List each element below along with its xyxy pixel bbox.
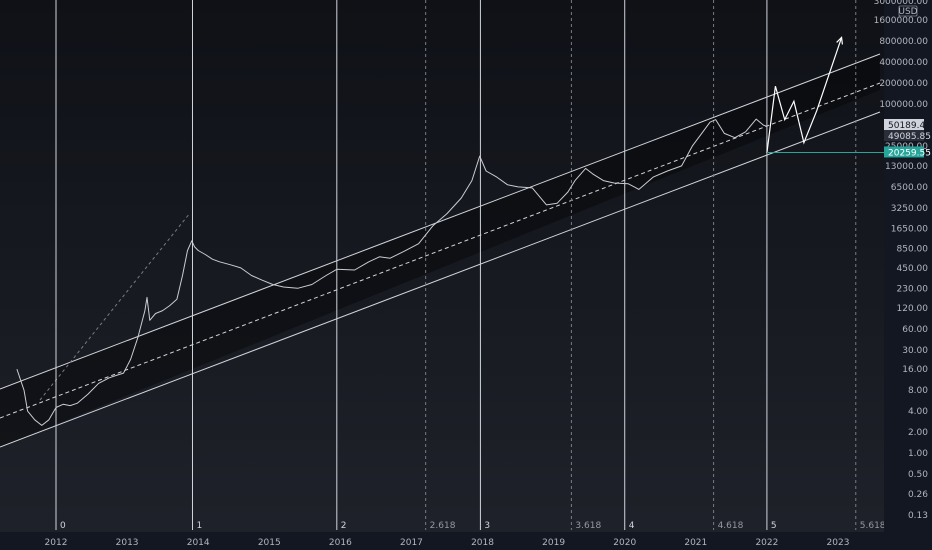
- x-axis-panel[interactable]: [0, 532, 932, 550]
- x-tick-label: 2015: [258, 538, 281, 548]
- y-tick-label: 200000.00: [879, 79, 928, 89]
- y-tick-label: 450.00: [897, 264, 929, 274]
- trend-extension-line[interactable]: [39, 212, 191, 401]
- price-tag[interactable]: [884, 130, 924, 141]
- y-tick-label: 230.00: [897, 284, 929, 294]
- currency-box[interactable]: [898, 5, 918, 17]
- x-tick-label: 2018: [471, 538, 494, 548]
- price-tag[interactable]: [884, 146, 924, 158]
- x-tick-label: 2016: [329, 538, 352, 548]
- y-tick-label: 1600000.00: [874, 16, 929, 26]
- y-tick-label: 850.00: [897, 245, 929, 255]
- y-tick-label: 3250.00: [891, 204, 928, 214]
- x-tick-label: 2022: [755, 538, 778, 548]
- y-tick-label: 13000.00: [885, 162, 928, 172]
- x-tick-label: 2021: [684, 538, 707, 548]
- x-tick-label: 2023: [827, 538, 850, 548]
- y-tick-label: 4.00: [908, 407, 928, 417]
- y-tick-label: 0.50: [908, 470, 928, 480]
- y-tick-label: 8.00: [908, 386, 928, 396]
- x-tick-label: 2017: [400, 538, 423, 548]
- price-tag-label: 50189.44: [888, 121, 931, 131]
- price-tag-label: 20259.55: [888, 148, 931, 158]
- x-tick-label: 2020: [613, 538, 636, 548]
- cycle-label-3: 3: [484, 521, 490, 531]
- cycle-label-2: 2: [341, 521, 347, 531]
- fib-label-3.618: 3.618: [575, 521, 601, 531]
- y-tick-label: 0.26: [908, 490, 928, 500]
- channel-upper-line[interactable]: [0, 53, 881, 390]
- y-tick-label: 800000.00: [879, 37, 928, 47]
- channel-mid-line[interactable]: [0, 82, 881, 419]
- y-tick-label: 120.00: [897, 304, 929, 314]
- y-tick-label: 400000.00: [879, 58, 928, 68]
- y-tick-label: 2.00: [908, 428, 928, 438]
- y-tick-label: 30.00: [902, 346, 928, 356]
- fib-label-2.618: 2.618: [430, 521, 456, 531]
- x-tick-label: 2012: [45, 538, 68, 548]
- projection-path[interactable]: [766, 37, 843, 153]
- price-tag[interactable]: [884, 119, 924, 130]
- y-tick-label: 16.00: [902, 365, 928, 375]
- x-tick-label: 2014: [187, 538, 210, 548]
- y-tick-label: 6500.00: [891, 183, 928, 193]
- y-tick-label: 100000.00: [879, 100, 928, 110]
- channel-lower-line[interactable]: [0, 111, 881, 448]
- price-tag-label: 49085.85: [888, 132, 931, 142]
- y-tick-label: 60.00: [902, 325, 928, 335]
- y-tick-label: 0.13: [908, 511, 928, 521]
- y-tick-label: 1650.00: [891, 225, 928, 235]
- currency-label: USD: [898, 7, 917, 17]
- cycle-label-4: 4: [629, 521, 635, 531]
- y-tick-label: 3000000.00: [874, 0, 929, 7]
- projection-arrowhead: [836, 36, 844, 45]
- cycle-label-0: 0: [60, 521, 66, 531]
- y-tick-label: 1.00: [908, 449, 928, 459]
- x-tick-label: 2019: [542, 538, 565, 548]
- price-series-line[interactable]: [16, 118, 768, 426]
- y-axis-panel[interactable]: [884, 0, 932, 532]
- cycle-label-1: 1: [196, 521, 202, 531]
- cycle-label-5: 5: [771, 521, 777, 531]
- fib-label-4.618: 4.618: [718, 521, 744, 531]
- x-tick-label: 2013: [116, 538, 139, 548]
- fib-label-5.618: 5.618: [860, 521, 886, 531]
